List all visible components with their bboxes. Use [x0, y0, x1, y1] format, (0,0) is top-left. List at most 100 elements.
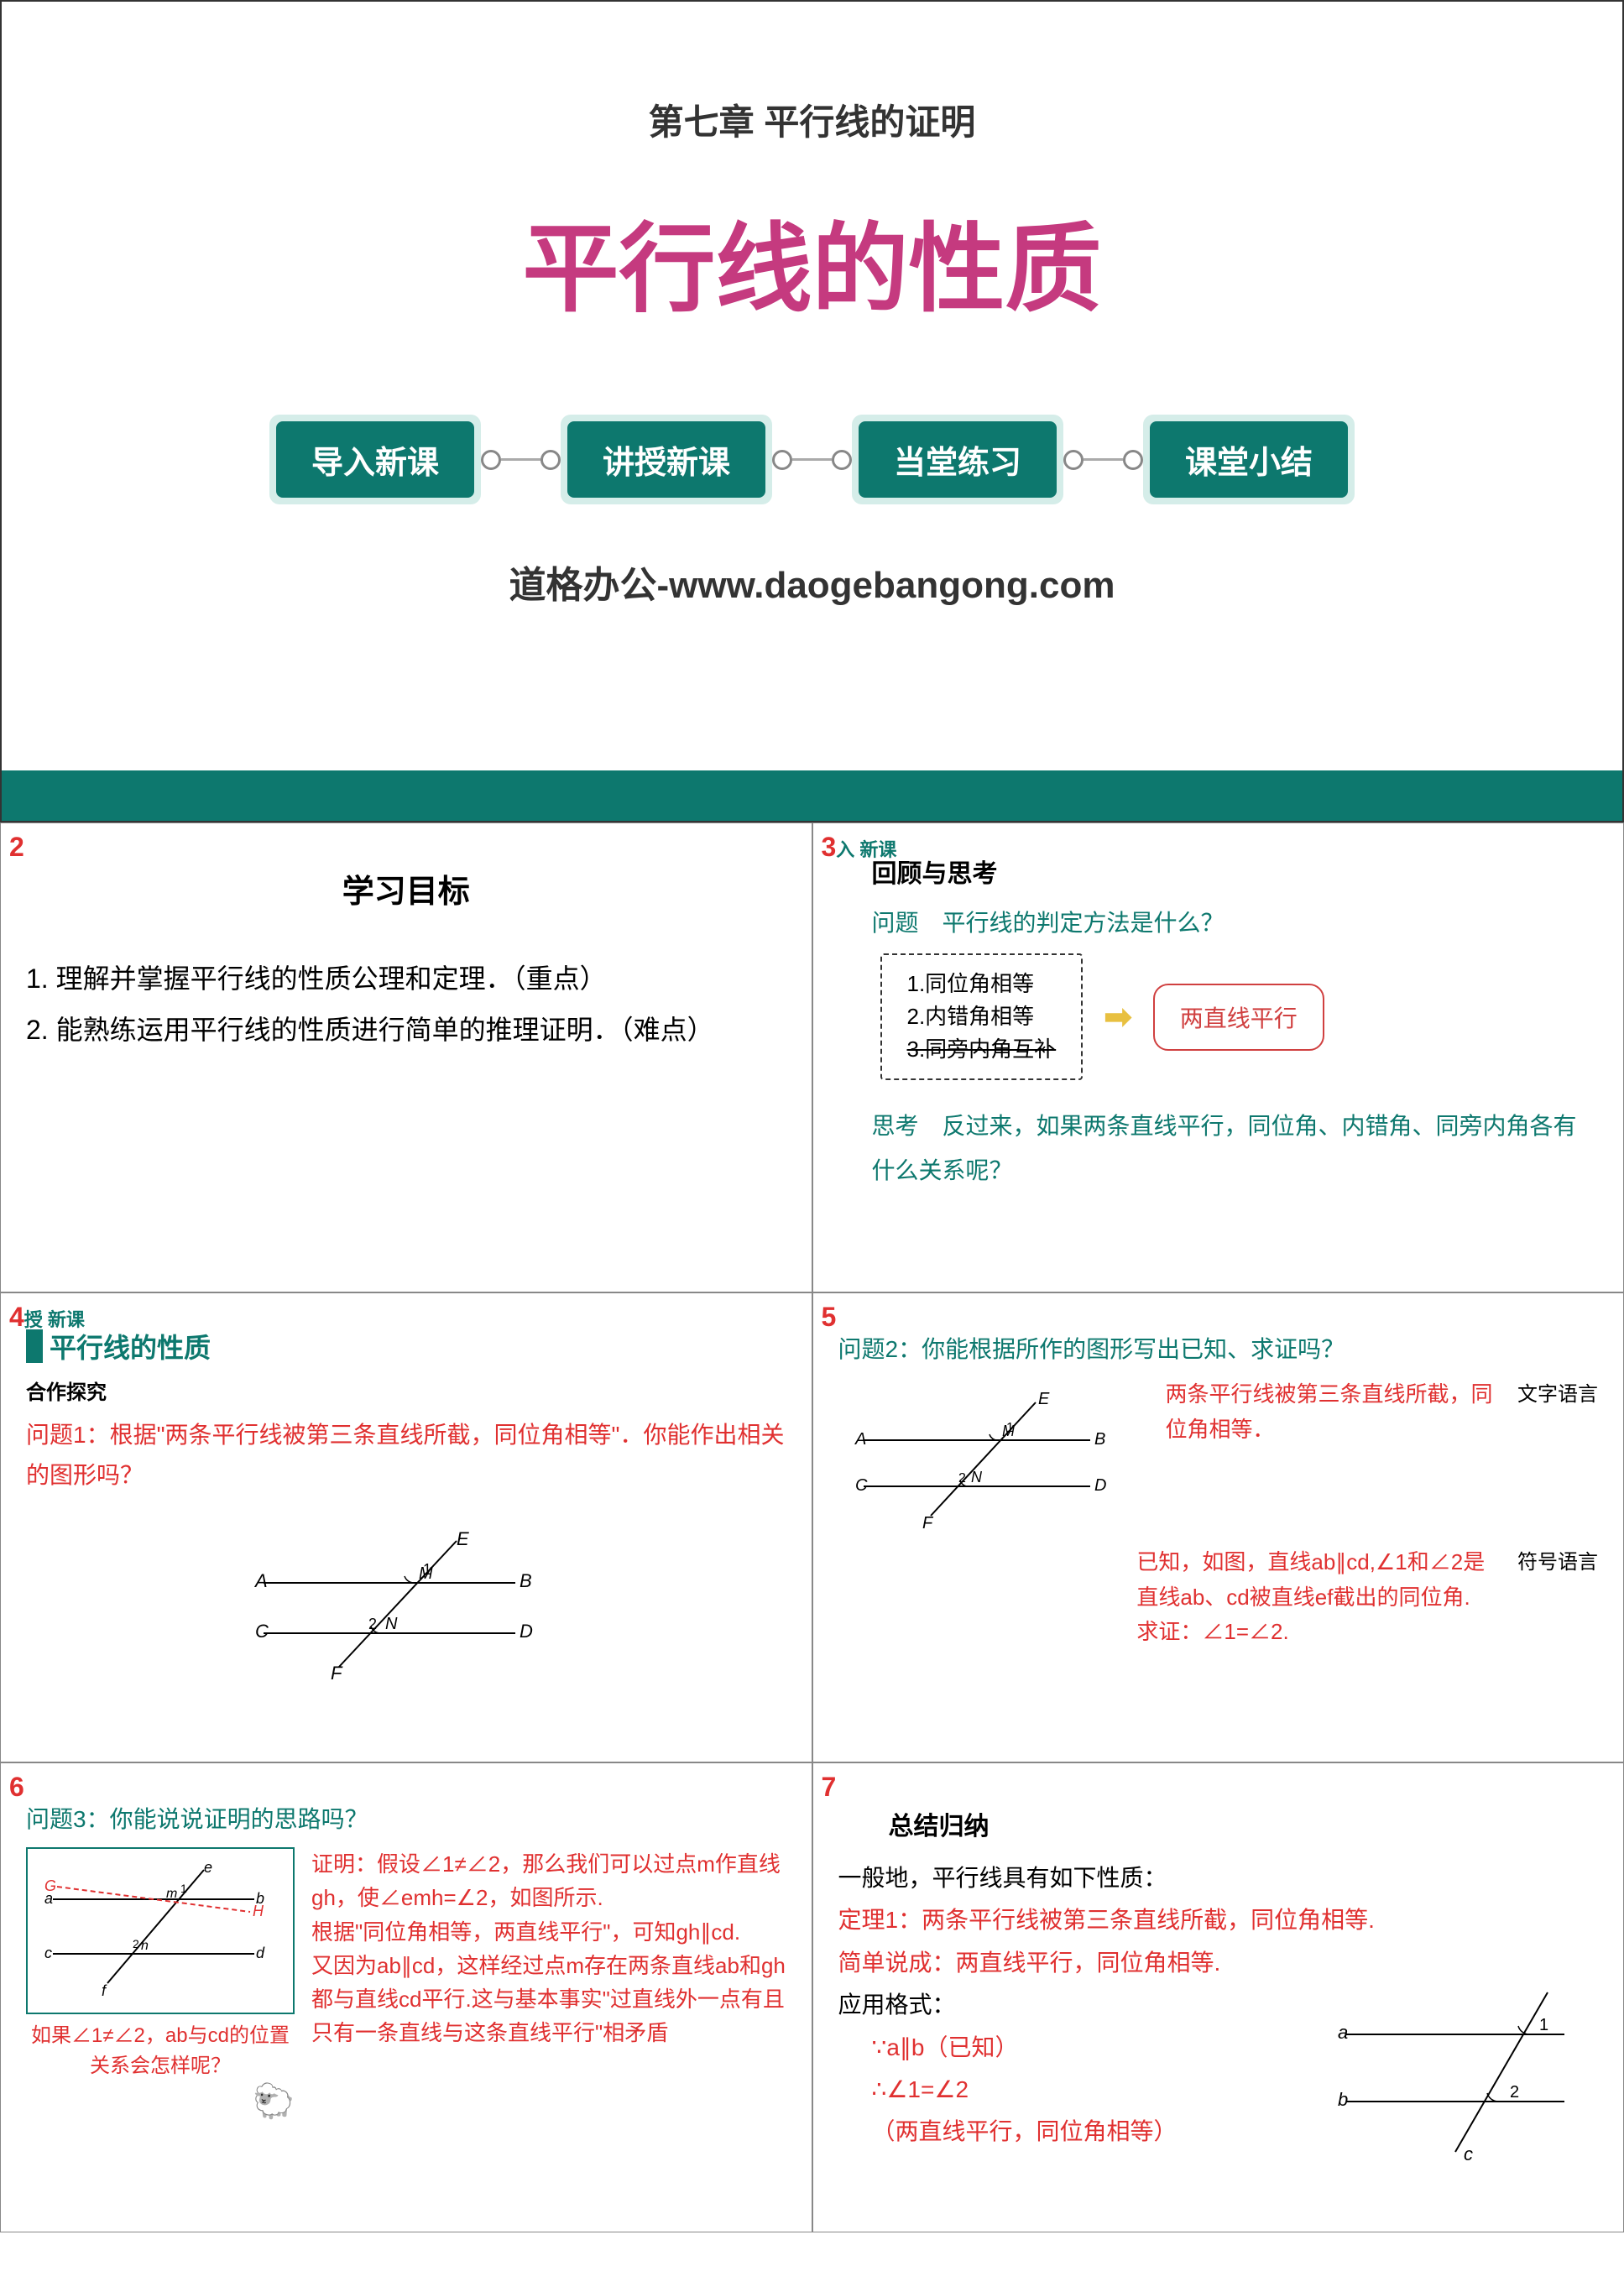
slide-4: 4授 新课 平行线的性质 合作探究 问题1：根据"两条平行线被第三条直线所截，同…	[0, 1292, 812, 1762]
slide-number: 7	[822, 1772, 837, 1803]
slide-7: 7 总结归纳 一般地，平行线具有如下性质： 定理1：两条平行线被第三条直线所截，…	[812, 1762, 1624, 2232]
slide-number: 2	[9, 832, 24, 863]
app-line1: ∵a∥b（已知）	[872, 2027, 1297, 2069]
footer-text: 道格办公-www.daogebangong.com	[2, 555, 1622, 608]
nav-row: 导入新课 讲授新课 当堂练习 课堂小结	[2, 415, 1622, 504]
nav-connector	[772, 450, 852, 470]
slide7-left: 应用格式： ∵a∥b（已知） ∴∠1=∠2 （两直线平行，同位角相等）	[838, 1984, 1297, 2169]
nav-practice-label: 当堂练习	[859, 421, 1057, 498]
slide5-row: A B C D E F M 1 N 2 两条平行线被第三条直线所截，同位角相等．…	[838, 1377, 1599, 1537]
result-box: 两直线平行	[1153, 984, 1324, 1051]
teal-bar	[2, 770, 1622, 821]
nav-teach-label: 讲授新课	[567, 421, 765, 498]
slide3-question: 问题 平行线的判定方法是什么？	[872, 905, 1599, 938]
slide5-right: 两条平行线被第三条直线所截，同位角相等． 文字语言	[1166, 1377, 1599, 1537]
svg-text:D: D	[520, 1621, 533, 1642]
svg-text:d: d	[256, 1945, 265, 1961]
cartoon-character: 🐑	[26, 2081, 295, 2121]
svg-text:c: c	[44, 1945, 52, 1961]
symbol-lang-label: 符号语言	[1517, 1545, 1598, 1574]
svg-text:m: m	[166, 1887, 177, 1901]
slide-number: 3入 新课	[822, 832, 897, 863]
nav-intro[interactable]: 导入新课	[269, 415, 481, 504]
slide4-header: 平行线的性质	[26, 1327, 786, 1365]
chapter-label: 第七章 平行线的证明	[2, 94, 1622, 145]
svg-text:E: E	[457, 1528, 469, 1549]
slide5-text3: 求证：∠1=∠2.	[1136, 1615, 1492, 1650]
slide6-left: G H a b c d e f m 1 n 2 如果∠1≠∠2，ab与cd的位置…	[26, 1847, 295, 2121]
word-lang-label: 文字语言	[1517, 1377, 1598, 1407]
svg-text:C: C	[855, 1476, 868, 1495]
svg-text:b: b	[1338, 2089, 1348, 2110]
slide4-question: 问题1：根据"两条平行线被第三条直线所截，同位角相等"．你能作出相关的图形吗？	[26, 1415, 786, 1495]
cond3: 3.同旁内角互补	[907, 1033, 1057, 1066]
svg-text:B: B	[520, 1570, 532, 1591]
diagram-box: G H a b c d e f m 1 n 2	[26, 1847, 295, 2014]
nav-connector	[1063, 450, 1143, 470]
svg-text:2: 2	[133, 1937, 139, 1950]
slide-3: 3入 新课 回顾与思考 问题 平行线的判定方法是什么？ 1.同位角相等 2.内错…	[812, 822, 1624, 1292]
app-line3: （两直线平行，同位角相等）	[872, 2111, 1297, 2153]
slide6-question: 问题3：你能说说证明的思路吗？	[26, 1801, 786, 1835]
svg-text:2: 2	[1510, 2083, 1519, 2102]
slide7-simple: 简单说成：两直线平行，同位角相等.	[838, 1942, 1599, 1984]
svg-text:E: E	[1038, 1390, 1050, 1408]
slide5-proof: 已知，如图，直线ab∥cd,∠1和∠2是直线ab、cd被直线ef截出的同位角. …	[1136, 1545, 1492, 1650]
slide7-title: 总结归纳	[889, 1805, 1599, 1842]
slide-5: 5 问题2：你能根据所作的图形写出已知、求证吗？ A B C D E F M 1…	[812, 1292, 1624, 1762]
svg-text:N: N	[971, 1469, 983, 1486]
svg-text:1: 1	[423, 1561, 431, 1578]
main-title: 平行线的性质	[2, 191, 1622, 331]
slide3-think: 思考 反过来，如果两条直线平行，同位角、内错角、同旁内角各有什么关系呢？	[872, 1104, 1599, 1193]
slide2-body1: 1. 理解并掌握平行线的性质公理和定理．（重点）	[26, 953, 786, 1005]
slide-2: 2 学习目标 1. 理解并掌握平行线的性质公理和定理．（重点） 2. 能熟练运用…	[0, 822, 812, 1292]
slide6-proof: 证明：假设∠1≠∠2，那么我们可以过点m作直线gh，使∠emh=∠2，如图所示.…	[311, 1847, 786, 2121]
slide5-text1: 两条平行线被第三条直线所截，同位角相等．	[1166, 1377, 1501, 1447]
slide6-row: G H a b c d e f m 1 n 2 如果∠1≠∠2，ab与cd的位置…	[26, 1847, 786, 2121]
svg-text:1: 1	[1539, 2016, 1548, 2034]
geometry-diagram-3: G H a b c d e f m 1 n 2	[36, 1857, 279, 2000]
nav-connector	[481, 450, 561, 470]
slide5-text2: 已知，如图，直线ab∥cd,∠1和∠2是直线ab、cd被直线ef截出的同位角.	[1136, 1545, 1492, 1615]
slide7-text1: 一般地，平行线具有如下性质：	[838, 1857, 1599, 1899]
slide3-header: 回顾与思考	[872, 853, 1599, 890]
svg-text:1: 1	[1006, 1421, 1014, 1435]
nav-summary[interactable]: 课堂小结	[1143, 415, 1355, 504]
slide7-theorem: 定理1：两条平行线被第三条直线所截，同位角相等.	[838, 1899, 1599, 1941]
svg-text:D: D	[1094, 1476, 1106, 1495]
svg-text:A: A	[854, 1430, 866, 1449]
svg-text:N: N	[385, 1615, 398, 1633]
slide-number: 4授 新课	[9, 1302, 85, 1333]
svg-text:a: a	[1338, 2022, 1348, 2043]
title-slide: 第七章 平行线的证明 平行线的性质 导入新课 讲授新课 当堂练习 课堂小结 道格…	[0, 0, 1624, 822]
geometry-diagram-1: A B C D E F M 1 N 2	[230, 1516, 582, 1684]
app-line2: ∴∠1=∠2	[872, 2069, 1297, 2111]
svg-text:B: B	[1094, 1430, 1105, 1449]
slide-6: 6 问题3：你能说说证明的思路吗？ G H a b c d e f m	[0, 1762, 812, 2232]
svg-text:b: b	[256, 1890, 264, 1907]
nav-summary-label: 课堂小结	[1150, 421, 1348, 498]
slide6-caption: 如果∠1≠∠2，ab与cd的位置关系会怎样呢？	[26, 2021, 295, 2081]
slide7-row: 应用格式： ∵a∥b（已知） ∴∠1=∠2 （两直线平行，同位角相等） a b …	[838, 1984, 1599, 2169]
svg-text:f: f	[102, 1982, 107, 1999]
svg-text:n: n	[141, 1939, 149, 1953]
cond2: 2.内错角相等	[907, 1000, 1057, 1033]
svg-text:e: e	[204, 1859, 212, 1876]
geometry-diagram-4: a b c 1 2	[1329, 1984, 1598, 2169]
slide-number: 6	[9, 1772, 24, 1803]
slide-number: 5	[822, 1302, 837, 1333]
nav-practice[interactable]: 当堂练习	[852, 415, 1063, 504]
svg-text:A: A	[253, 1570, 268, 1591]
nav-teach[interactable]: 讲授新课	[561, 415, 772, 504]
nav-intro-label: 导入新课	[276, 421, 474, 498]
slide2-title: 学习目标	[26, 865, 786, 911]
svg-text:C: C	[255, 1621, 269, 1642]
svg-text:1: 1	[180, 1882, 187, 1895]
cond1: 1.同位角相等	[907, 968, 1057, 1000]
app-label: 应用格式：	[838, 1984, 1297, 2026]
arrow-icon: ➡	[1104, 998, 1132, 1036]
slide3-boxes: 1.同位角相等 2.内错角相等 3.同旁内角互补 ➡ 两直线平行	[880, 953, 1599, 1080]
conditions-box: 1.同位角相等 2.内错角相等 3.同旁内角互补	[880, 953, 1084, 1080]
svg-text:a: a	[44, 1890, 53, 1907]
geometry-diagram-2: A B C D E F M 1 N 2	[838, 1377, 1141, 1537]
